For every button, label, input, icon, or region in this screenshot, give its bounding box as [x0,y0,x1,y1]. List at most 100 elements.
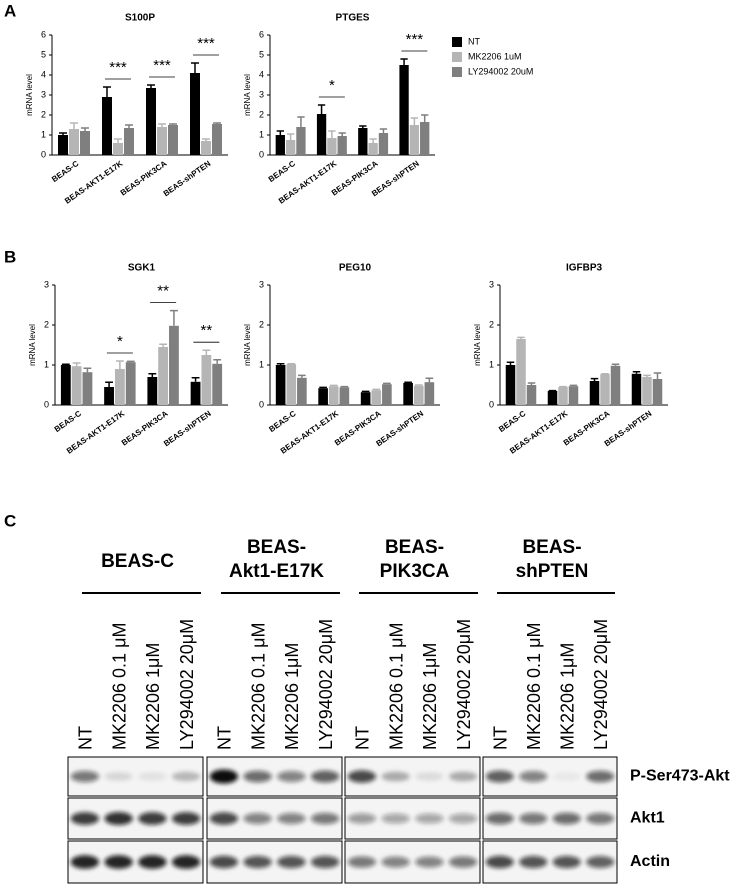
y-tick-label: 2 [44,319,49,329]
error-bar [527,382,536,385]
x-tick-label: BEAS-shPTEN [162,409,213,448]
error-bar [329,384,338,387]
blot-band [552,855,581,869]
bar [568,386,579,405]
y-tick-label: 0 [259,399,264,409]
bar [147,377,158,405]
chart-title: PEG10 [339,263,372,274]
blot-band [243,770,272,783]
significance: *** [406,31,424,48]
panel-label: C [4,511,16,530]
bar [104,387,114,405]
blot-band [381,771,410,782]
y-tick-label: 0 [259,149,264,159]
bar [275,135,285,155]
error-bar [83,367,92,373]
y-tick-label: 0 [41,149,46,159]
y-tick-label: 4 [41,69,46,79]
lane-label: MK2206 1μM [143,643,163,750]
bar [113,143,123,155]
bar [71,366,82,405]
bar [124,128,134,155]
chart-title: S100P [125,13,155,24]
error-bar [372,388,381,391]
x-tick-label: BEAS-C [50,159,80,184]
bar [297,377,307,405]
error-bar [158,123,166,127]
error-bar [328,130,336,138]
lane-label: MK2206 1μM [282,643,302,750]
lane-label: MK2206 1μM [558,643,578,750]
bar [201,355,212,405]
lane-label: MK2206 0.1 μM [386,623,406,750]
y-tick-label: 6 [259,29,264,39]
legend-label: MK2206 1uM [468,51,522,61]
bar [547,391,558,405]
blot-band [209,769,239,784]
error-bar [169,123,177,125]
error-bar [159,343,168,347]
x-tick-label: BEAS-C [53,409,83,434]
significance: *** [197,35,215,52]
bar [190,73,200,155]
y-tick-label: 5 [259,49,264,59]
blot-band [552,812,581,825]
blot-band [586,812,615,825]
blot-band [519,855,548,869]
bar [82,372,93,405]
bar [285,140,296,155]
error-bar [59,132,67,135]
blot-band [519,812,548,825]
group-label: Akt1-E17K [229,561,324,582]
bar [114,369,125,405]
bar [328,386,339,405]
blot-band [381,856,410,868]
significance: *** [153,57,171,74]
blot-band [415,856,444,868]
bar [360,392,371,405]
bar [80,131,90,155]
y-tick-label: 0 [44,399,49,409]
blot-band [171,771,201,782]
blot-band [70,812,100,825]
bar [212,124,222,155]
bar [424,382,435,405]
error-bar [298,374,306,378]
blot-band [415,772,444,781]
group-label: shPTEN [516,561,589,582]
blot-band [586,770,615,783]
legend-swatch [452,67,462,77]
y-axis-label: mRNA level [473,324,482,366]
blot-band [209,812,239,825]
bar [286,364,297,405]
y-tick-label: 1 [259,129,264,139]
blot-band [519,771,548,782]
blot-band [310,855,340,869]
blot-band [171,812,201,825]
bar [526,385,537,405]
blot-band [243,855,272,869]
lane-label: LY294002 20μM [316,619,336,750]
error-bar [425,377,434,383]
error-bar [338,132,346,136]
bar [600,374,610,405]
blot-band [104,855,133,869]
bar [358,128,368,155]
y-tick-label: 2 [41,109,46,119]
row-label: Actin [630,853,670,870]
row-label: P-Ser473-Akt [630,768,730,785]
error-bar [286,133,295,140]
bar [318,388,328,405]
bar [169,325,179,405]
blot-band [485,770,514,783]
blot-band [448,771,478,782]
legend-label: NT [468,36,480,46]
error-bar [319,386,327,389]
error-bar [361,390,370,393]
blot-band [138,772,167,781]
error-bar [191,377,200,382]
error-bar [611,363,620,366]
error-bar [359,125,367,128]
blot-band [552,772,581,781]
